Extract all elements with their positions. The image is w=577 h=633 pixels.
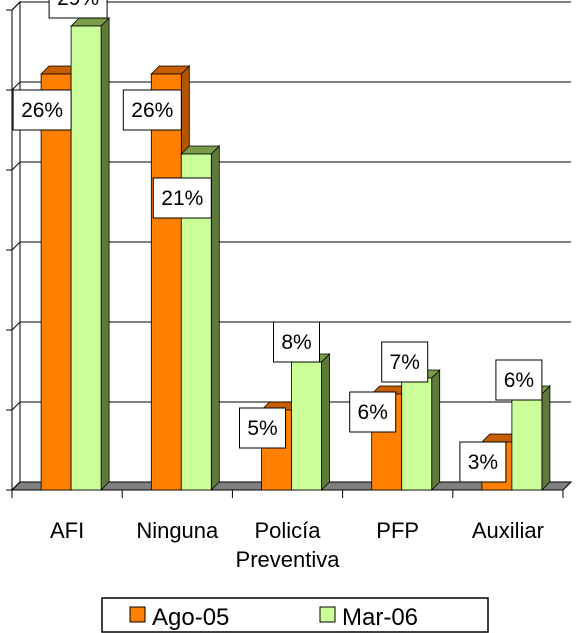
data-labels: 26% 29% 26% 21% 5% 8% 6% 7% 3% 6% xyxy=(12,0,543,483)
bar-side xyxy=(541,385,551,491)
data-label-text: 8% xyxy=(281,331,311,354)
data-label-text: 26% xyxy=(131,99,173,122)
legend-swatch xyxy=(129,606,146,623)
data-label-text: 6% xyxy=(358,401,388,424)
data-label-box xyxy=(48,0,108,19)
bar xyxy=(290,353,331,491)
bar-front xyxy=(150,73,182,491)
data-label-text: 29% xyxy=(57,0,99,10)
bar-side xyxy=(321,353,330,491)
data-label-box xyxy=(152,177,212,219)
gridline xyxy=(11,1,571,11)
data-label: 6% xyxy=(495,359,543,401)
gridlines xyxy=(6,1,571,491)
data-label-box xyxy=(495,359,543,401)
bar-side xyxy=(431,369,441,491)
data-label: 6% xyxy=(349,391,397,433)
x-tick-label: AFI xyxy=(50,518,84,543)
data-label: 5% xyxy=(239,407,286,449)
data-label: 3% xyxy=(459,441,507,483)
gridline xyxy=(11,321,571,331)
x-tick-label: Ninguna xyxy=(136,518,219,543)
data-label: 26% xyxy=(12,89,72,131)
data-label-box xyxy=(273,321,320,363)
gridline xyxy=(11,81,571,91)
data-label-text: 7% xyxy=(390,351,420,374)
bar-front xyxy=(70,25,102,491)
data-label-text: 3% xyxy=(468,451,498,474)
legend-swatch xyxy=(319,606,336,623)
bar-front xyxy=(401,377,433,491)
data-label: 21% xyxy=(152,177,212,219)
data-label: 7% xyxy=(381,341,429,383)
data-label-box xyxy=(12,89,72,131)
legend-label: Ago-05 xyxy=(152,604,229,631)
x-tick-label: Auxiliar xyxy=(472,518,544,543)
x-tick-label: Policía xyxy=(254,518,321,543)
bar xyxy=(510,385,551,491)
x-tick-label: PFP xyxy=(376,518,419,543)
x-axis-ticks: AFI Ninguna Policía Preventiva PFP Auxiliar xyxy=(11,490,564,572)
bar xyxy=(400,369,441,491)
data-label-box xyxy=(239,407,286,449)
legend[interactable]: Ago-05 Mar-06 xyxy=(101,597,489,633)
bar-front xyxy=(40,73,72,491)
data-label-text: 21% xyxy=(161,187,203,210)
data-label-box xyxy=(122,89,182,131)
gridline xyxy=(11,241,571,251)
x-tick-label: Preventiva xyxy=(236,547,341,572)
data-label-text: 6% xyxy=(504,369,534,392)
bar-front xyxy=(291,361,322,491)
data-label: 8% xyxy=(273,321,320,363)
bar-side xyxy=(210,145,220,491)
bars xyxy=(40,17,551,491)
legend-label: Mar-06 xyxy=(342,604,418,631)
data-label-box xyxy=(459,441,507,483)
data-label: 29% xyxy=(48,0,108,19)
data-label-text: 5% xyxy=(247,417,277,440)
data-label-box xyxy=(349,391,397,433)
data-label-text: 26% xyxy=(21,99,63,122)
bar-side xyxy=(100,17,110,491)
bar xyxy=(70,17,111,491)
legend-box xyxy=(101,597,489,633)
legend-entry[interactable]: Ago-05 xyxy=(129,604,229,631)
gridline xyxy=(11,161,571,171)
legend-entry[interactable]: Mar-06 xyxy=(319,604,418,631)
bar-front xyxy=(511,393,543,491)
data-label: 26% xyxy=(122,89,182,131)
data-label-box xyxy=(381,341,429,383)
